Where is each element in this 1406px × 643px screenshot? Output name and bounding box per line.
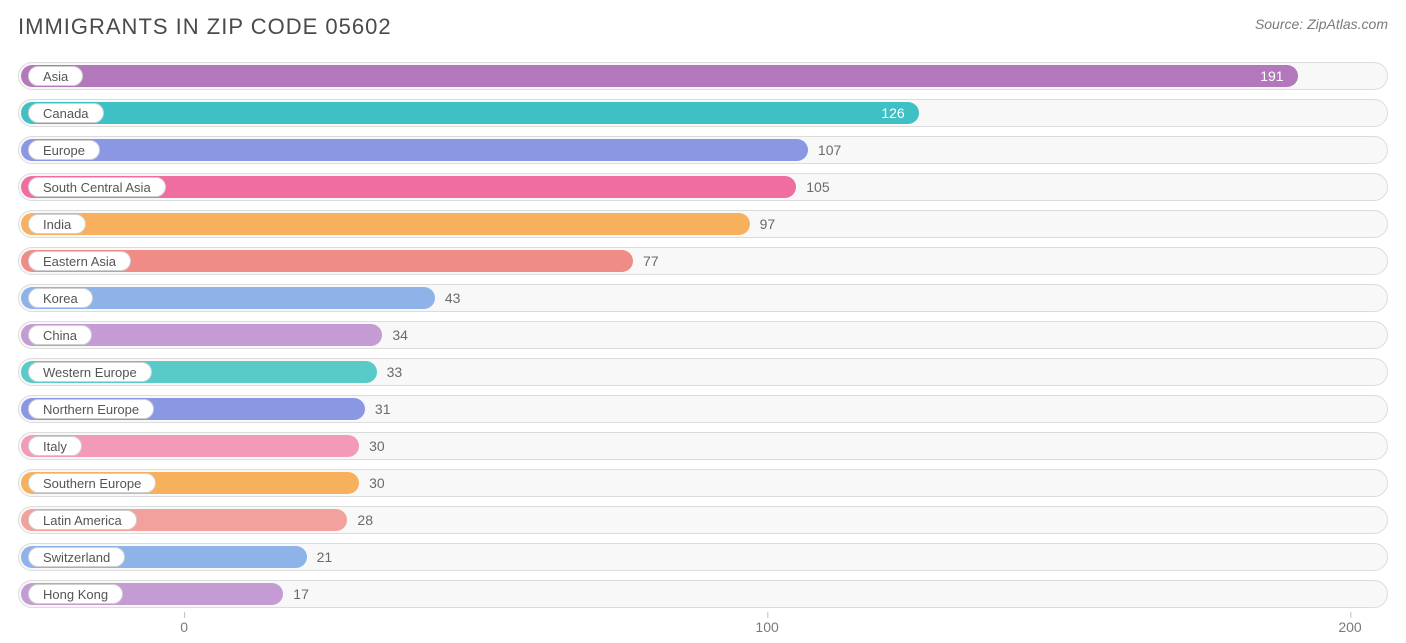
bar-value-label: 31 <box>365 395 391 423</box>
x-axis-tick-label: 200 <box>1338 619 1361 635</box>
bar-row: 21 Switzerland <box>18 543 1388 571</box>
chart-container: IMMIGRANTS IN ZIP CODE 05602 Source: Zip… <box>0 0 1406 643</box>
bar-category-label: Western Europe <box>28 362 152 382</box>
bar-fill <box>21 139 808 161</box>
x-axis-tick: 200 <box>1338 615 1361 635</box>
bar-row: 77 Eastern Asia <box>18 247 1388 275</box>
bar-category-label: Canada <box>28 103 104 123</box>
bar-category-label: Latin America <box>28 510 137 530</box>
bar-value-label: 105 <box>796 173 829 201</box>
bar-row: 126Canada <box>18 99 1388 127</box>
bar-category-label: South Central Asia <box>28 177 166 197</box>
bar-value-label: 97 <box>750 210 776 238</box>
bar-row: 28 Latin America <box>18 506 1388 534</box>
x-axis: 0 100 200 <box>18 615 1388 643</box>
bar-row: 30 Italy <box>18 432 1388 460</box>
bar-row: 30 Southern Europe <box>18 469 1388 497</box>
bar-value-label: 126 <box>21 99 919 127</box>
bar-value-label: 33 <box>377 358 403 386</box>
bar-row: 43 Korea <box>18 284 1388 312</box>
bar-value-label: 191 <box>21 62 1298 90</box>
bar-category-label: Switzerland <box>28 547 125 567</box>
bar-category-label: Asia <box>28 66 83 86</box>
bar-category-label: China <box>28 325 92 345</box>
chart-header: IMMIGRANTS IN ZIP CODE 05602 Source: Zip… <box>18 14 1388 40</box>
bar-category-label: Hong Kong <box>28 584 123 604</box>
bar-value-label: 21 <box>307 543 333 571</box>
bar-row: 33 Western Europe <box>18 358 1388 386</box>
bar-category-label: Europe <box>28 140 100 160</box>
bar-value-label: 43 <box>435 284 461 312</box>
x-axis-tick-mark <box>767 612 768 618</box>
bar-category-label: Eastern Asia <box>28 251 131 271</box>
x-axis-tick-label: 100 <box>755 619 778 635</box>
bar-row: 191Asia <box>18 62 1388 90</box>
bar-value-label: 17 <box>283 580 309 608</box>
bar-row: 107 Europe <box>18 136 1388 164</box>
x-axis-tick: 100 <box>755 615 778 635</box>
bar-value-label: 34 <box>382 321 408 349</box>
bar-row: 105 South Central Asia <box>18 173 1388 201</box>
bar-row: 97 India <box>18 210 1388 238</box>
bar-category-label: Southern Europe <box>28 473 156 493</box>
bar-value-label: 77 <box>633 247 659 275</box>
bar-row: 17 Hong Kong <box>18 580 1388 608</box>
bar-fill <box>21 213 750 235</box>
x-axis-tick-mark <box>184 612 185 618</box>
x-axis-tick-label: 0 <box>180 619 188 635</box>
x-axis-tick-mark <box>1350 612 1351 618</box>
bar-value-label: 30 <box>359 432 385 460</box>
bar-category-label: Northern Europe <box>28 399 154 419</box>
bar-row: 34 China <box>18 321 1388 349</box>
bar-value-label: 30 <box>359 469 385 497</box>
bar-category-label: Italy <box>28 436 82 456</box>
chart-title: IMMIGRANTS IN ZIP CODE 05602 <box>18 14 392 40</box>
bar-value-label: 28 <box>347 506 373 534</box>
bar-category-label: India <box>28 214 86 234</box>
chart-plot-area: 191Asia 126Canada 107 Europe 105 South Centra… <box>18 62 1388 608</box>
bar-row: 31 Northern Europe <box>18 395 1388 423</box>
chart-source: Source: ZipAtlas.com <box>1255 16 1388 32</box>
bar-category-label: Korea <box>28 288 93 308</box>
x-axis-tick: 0 <box>180 615 188 635</box>
bar-value-label: 107 <box>808 136 841 164</box>
